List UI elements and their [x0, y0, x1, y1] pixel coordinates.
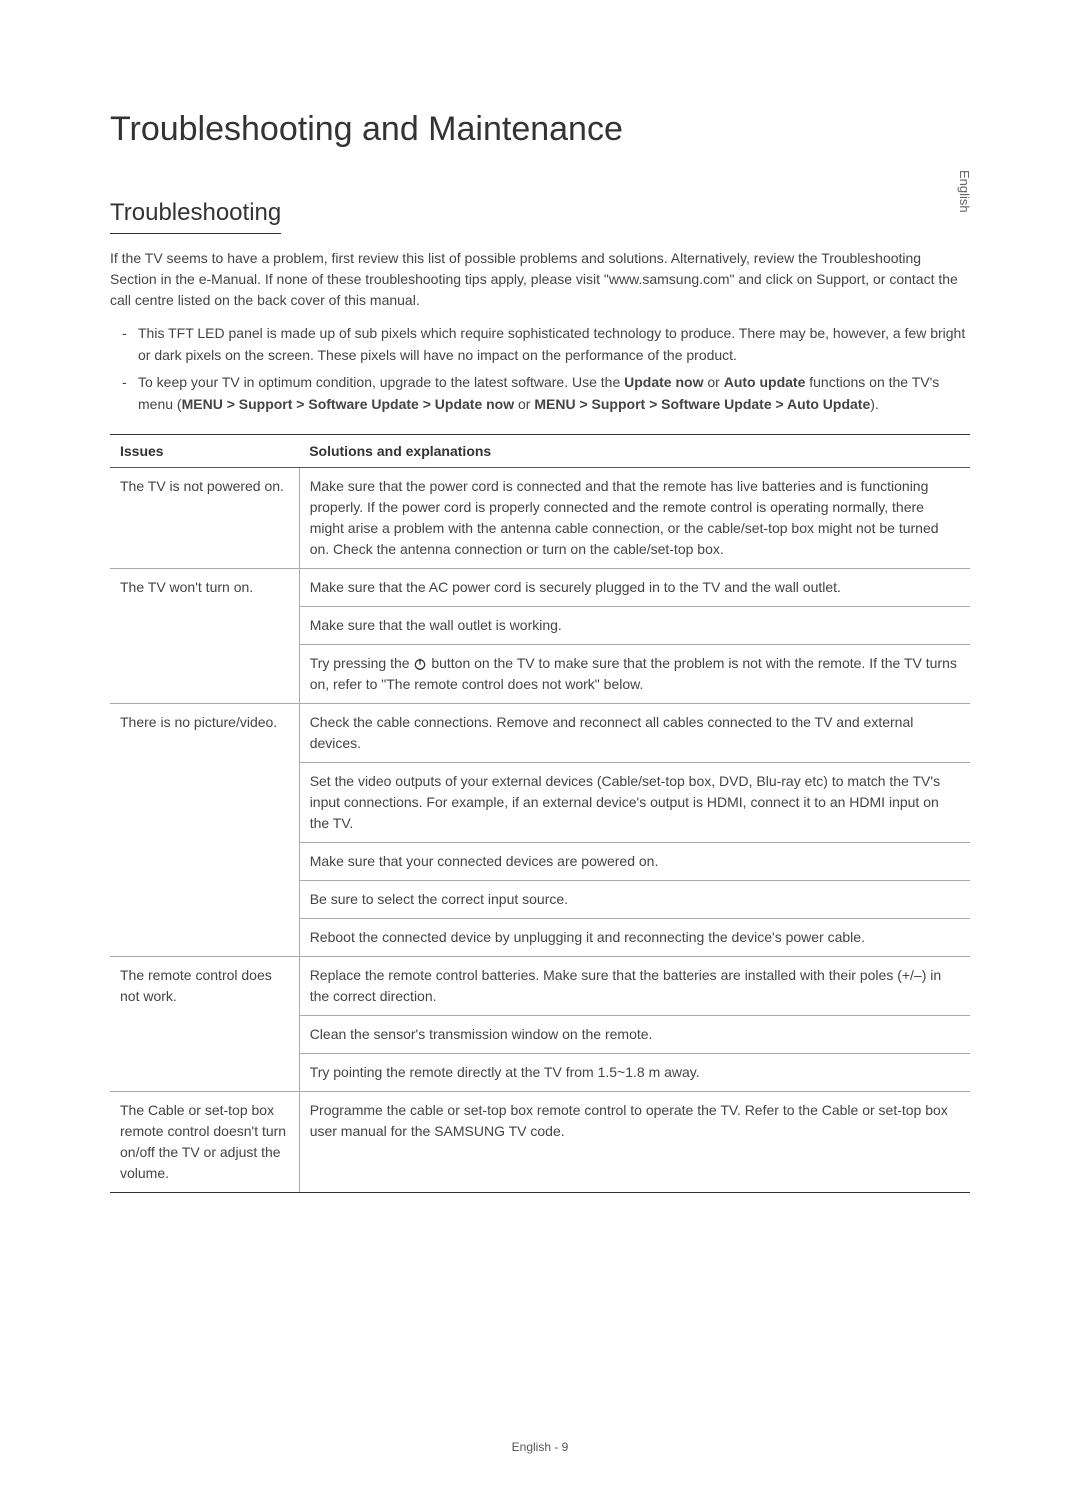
note-text: or [514, 396, 534, 412]
intro-paragraph: If the TV seems to have a problem, first… [110, 248, 970, 311]
solution-cell: Clean the sensor's transmission window o… [299, 1015, 970, 1053]
issue-cell: The TV won't turn on. [110, 568, 299, 703]
table-row: The remote control does not work.Replace… [110, 956, 970, 1015]
solution-cell: Check the cable connections. Remove and … [299, 703, 970, 762]
table-row: The TV is not powered on.Make sure that … [110, 467, 970, 568]
solution-cell: Be sure to select the correct input sour… [299, 880, 970, 918]
note-text: ). [870, 396, 879, 412]
note-bold: Update now [624, 374, 703, 390]
solution-cell: Replace the remote control batteries. Ma… [299, 956, 970, 1015]
table-row: The Cable or set-top box remote control … [110, 1091, 970, 1192]
power-icon [413, 657, 427, 671]
page-content: Troubleshooting and Maintenance Troubles… [0, 0, 1080, 1233]
table-row: There is no picture/video.Check the cabl… [110, 703, 970, 762]
menu-path: MENU > Support > Software Update > Auto … [534, 396, 870, 412]
solution-cell: Make sure that the power cord is connect… [299, 467, 970, 568]
column-header-solutions: Solutions and explanations [299, 434, 970, 467]
solution-cell: Make sure that your connected devices ar… [299, 842, 970, 880]
column-header-issues: Issues [110, 434, 299, 467]
solution-cell: Reboot the connected device by unpluggin… [299, 918, 970, 956]
solution-cell: Make sure that the AC power cord is secu… [299, 568, 970, 606]
issue-cell: The Cable or set-top box remote control … [110, 1091, 299, 1192]
solution-cell: Set the video outputs of your external d… [299, 762, 970, 842]
table-row: The TV won't turn on.Make sure that the … [110, 568, 970, 606]
side-language-label: English [957, 170, 972, 213]
note-item: This TFT LED panel is made up of sub pix… [110, 323, 970, 366]
note-text: To keep your TV in optimum condition, up… [138, 374, 624, 390]
issue-cell: There is no picture/video. [110, 703, 299, 956]
page-title: Troubleshooting and Maintenance [110, 110, 970, 149]
page-footer: English - 9 [0, 1440, 1080, 1454]
solution-cell: Programme the cable or set-top box remot… [299, 1091, 970, 1192]
note-text: or [703, 374, 723, 390]
solution-cell: Try pointing the remote directly at the … [299, 1053, 970, 1091]
troubleshooting-table: Issues Solutions and explanations The TV… [110, 434, 970, 1193]
note-item: To keep your TV in optimum condition, up… [110, 372, 970, 415]
menu-path: MENU > Support > Software Update > Updat… [182, 396, 515, 412]
note-bold: Auto update [724, 374, 806, 390]
solution-cell: Make sure that the wall outlet is workin… [299, 606, 970, 644]
table-header-row: Issues Solutions and explanations [110, 434, 970, 467]
issue-cell: The remote control does not work. [110, 956, 299, 1091]
issue-cell: The TV is not powered on. [110, 467, 299, 568]
section-heading: Troubleshooting [110, 199, 281, 234]
notes-list: This TFT LED panel is made up of sub pix… [110, 323, 970, 416]
solution-cell: Try pressing the button on the TV to mak… [299, 644, 970, 703]
